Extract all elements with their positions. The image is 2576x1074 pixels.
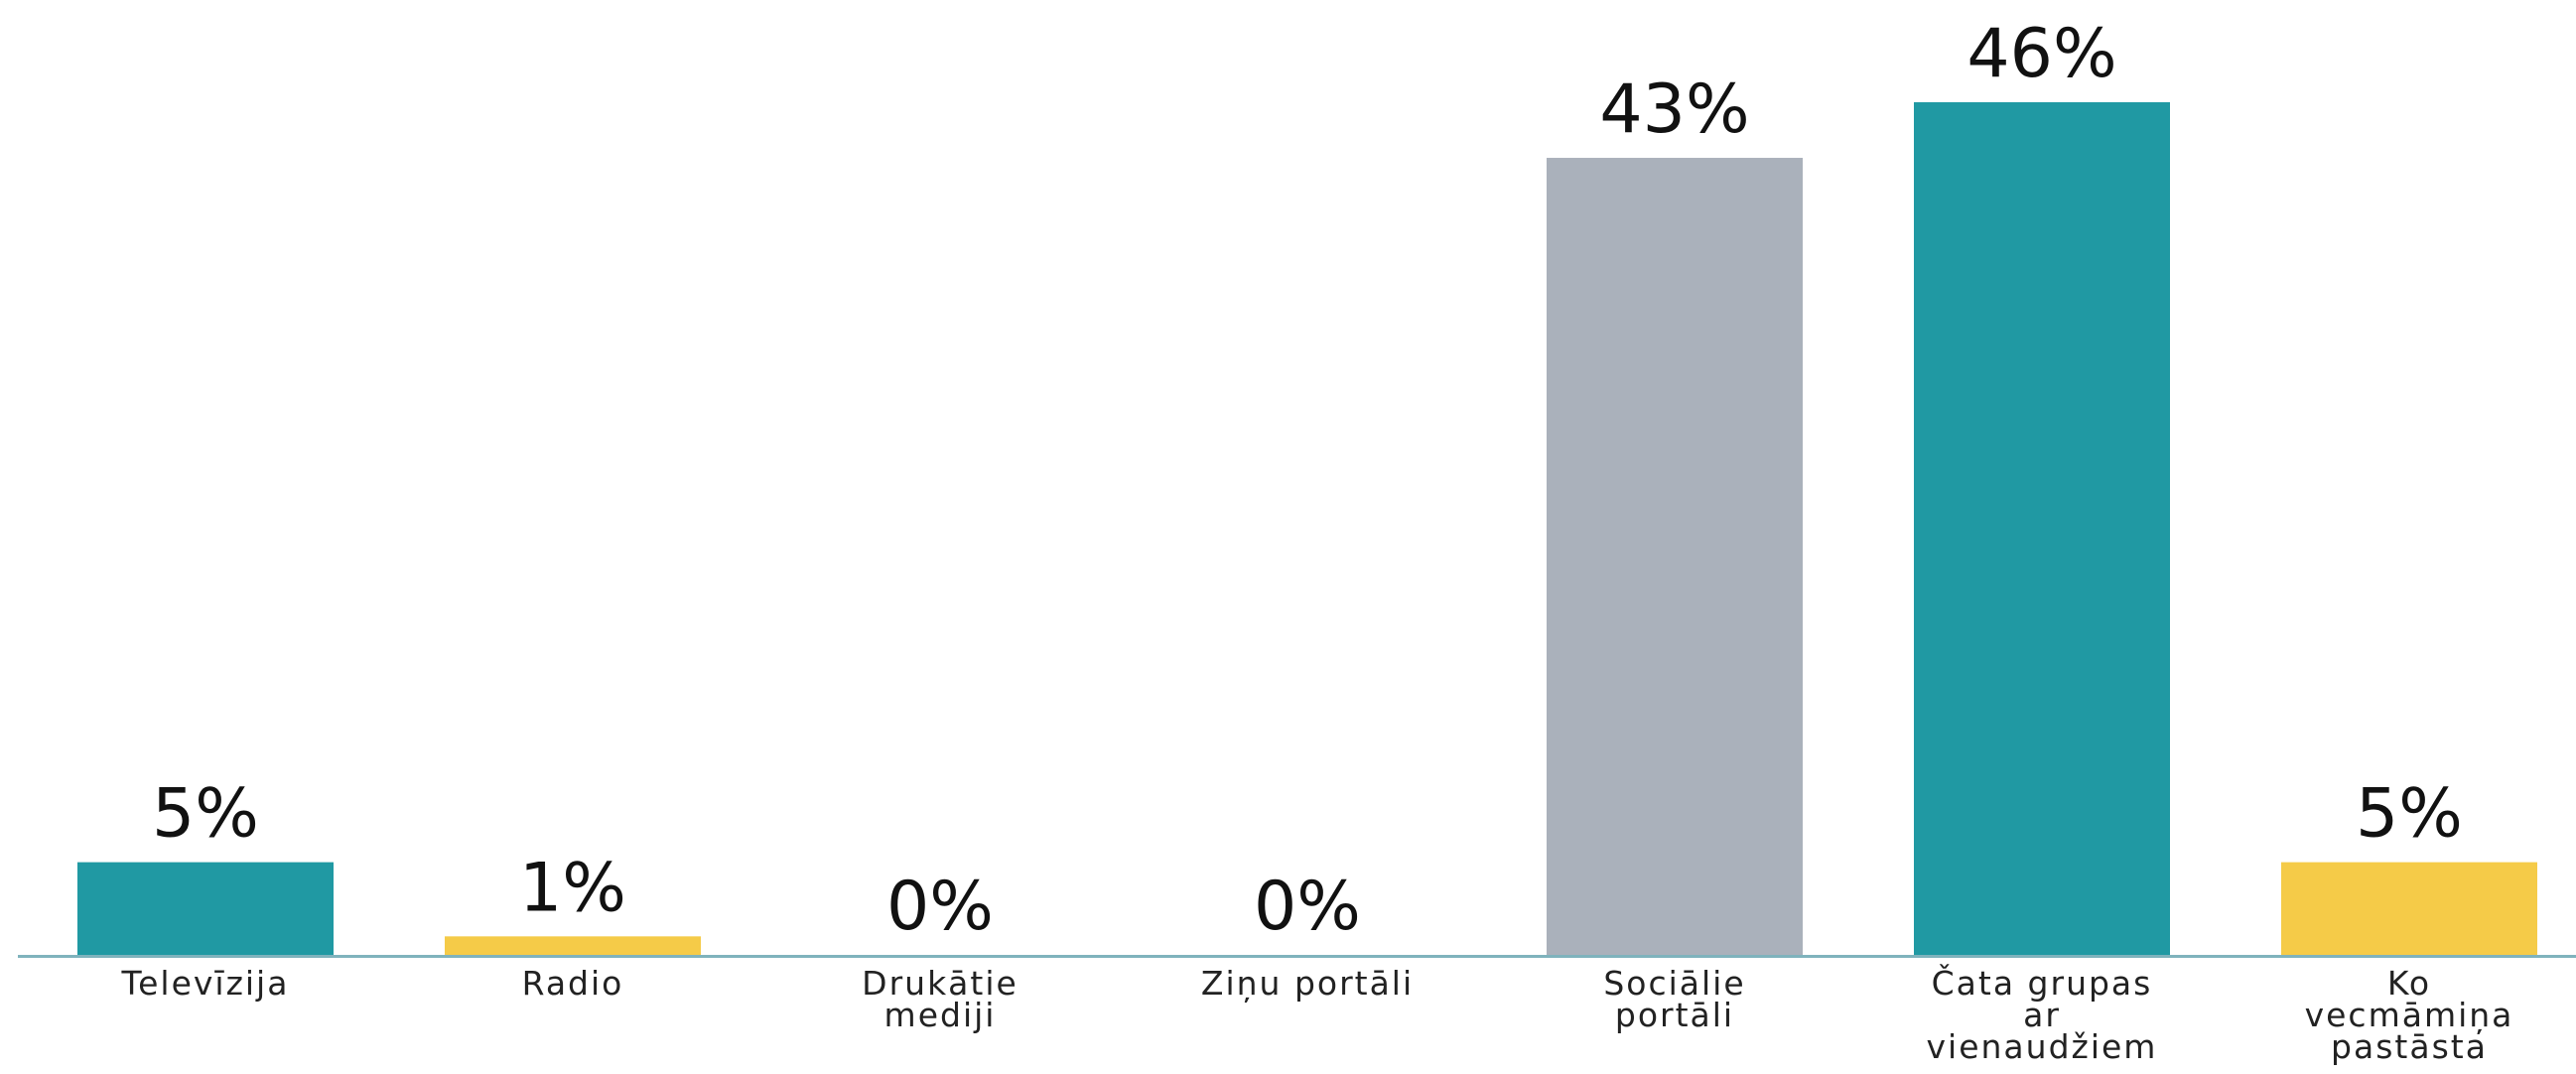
value-label-1: 1% [519,849,626,927]
value-labels-group: 5% 1% 0% 0% 43% 46% 5% [152,15,2463,946]
bars-group [77,102,2537,956]
bar-1 [445,936,701,955]
category-labels-group: Televīzija Radio Drukātie mediji Ziņu portāl… [121,963,2514,1066]
category-label-1: Radio [522,964,624,1003]
bar-4 [1547,158,1803,956]
category-label-2: Drukātie mediji [862,964,1018,1034]
category-label-line: Drukātie [862,964,1018,1003]
value-label-3: 0% [1254,868,1361,946]
category-label-line: Radio [522,964,624,1003]
bar-5 [1914,102,2170,955]
category-label-line: ar [2023,996,2061,1034]
category-label-5: Čata grupas ar vienaudžiem [1927,963,2158,1066]
category-label-line: Čata grupas [1932,963,2153,1003]
value-label-0: 5% [152,775,259,854]
value-label-5: 46% [1966,15,2116,93]
category-label-line: mediji [884,996,997,1034]
category-label-6: Ko vecmāmiņa pastāsta [2305,964,2514,1066]
category-label-0: Televīzija [121,964,290,1003]
category-label-4: Sociālie portāli [1603,964,1745,1034]
bar-0 [77,862,334,955]
category-label-3: Ziņu portāli [1201,964,1414,1003]
bar-6 [2281,862,2537,955]
category-label-line: Sociālie [1603,964,1745,1003]
category-label-line: Ko [2387,964,2431,1003]
value-label-6: 5% [2356,775,2463,854]
value-label-4: 43% [1599,70,1749,149]
category-label-line: pastāsta [2331,1027,2488,1066]
category-label-line: portāli [1615,996,1734,1034]
category-label-line: Ziņu portāli [1201,964,1414,1003]
category-label-line: vienaudžiem [1927,1027,2158,1066]
category-label-line: Televīzija [121,964,290,1003]
value-label-2: 0% [886,868,994,946]
category-label-line: vecmāmiņa [2305,996,2514,1034]
